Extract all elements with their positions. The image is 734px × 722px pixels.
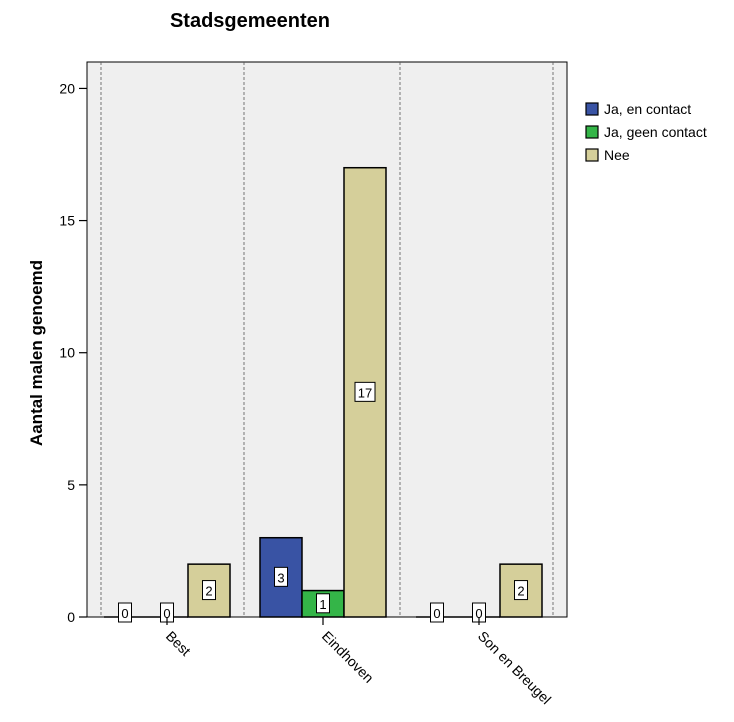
data-label-box	[274, 566, 288, 587]
data-label: 1	[319, 597, 326, 612]
x-tick-label: Eindhoven	[319, 628, 377, 686]
data-label-box	[118, 602, 132, 623]
data-label-box	[430, 602, 444, 623]
legend-label: Ja, geen contact	[604, 124, 707, 140]
data-label-box	[514, 580, 528, 601]
y-tick-label: 15	[59, 213, 75, 229]
y-tick-label: 5	[67, 477, 75, 493]
plot-background	[86, 61, 568, 618]
plot-area: 0 5 10 15 20 0 0 2 3 1 17 0 0 2 Best Eindhoven Son en Br…	[59, 61, 568, 708]
data-label: 2	[205, 584, 212, 599]
y-tick-label: 0	[67, 609, 75, 625]
legend: Ja, en contact Ja, geen contact Nee	[585, 101, 707, 163]
data-label-box	[202, 580, 216, 601]
chart-title: Stadsgemeenten	[170, 10, 330, 32]
data-label: 3	[277, 570, 284, 585]
x-tick-label: Son en Breugel	[475, 628, 555, 708]
y-tick-label: 10	[59, 345, 75, 361]
data-label: 0	[121, 606, 128, 621]
y-axis-label: Aantal malen genoemd	[27, 260, 46, 446]
legend-label: Ja, en contact	[604, 101, 691, 117]
data-label: 0	[475, 606, 482, 621]
legend-swatch	[585, 125, 599, 139]
data-label: 0	[433, 606, 440, 621]
data-label-box	[354, 381, 376, 402]
data-label: 17	[358, 385, 372, 400]
legend-label: Nee	[604, 147, 630, 163]
data-label: 0	[163, 606, 170, 621]
data-label: 2	[517, 584, 524, 599]
legend-swatch	[585, 102, 599, 116]
y-tick-label: 20	[59, 80, 75, 96]
legend-swatch	[585, 148, 599, 162]
x-tick-label: Best	[163, 628, 194, 659]
data-label-box	[316, 593, 330, 614]
